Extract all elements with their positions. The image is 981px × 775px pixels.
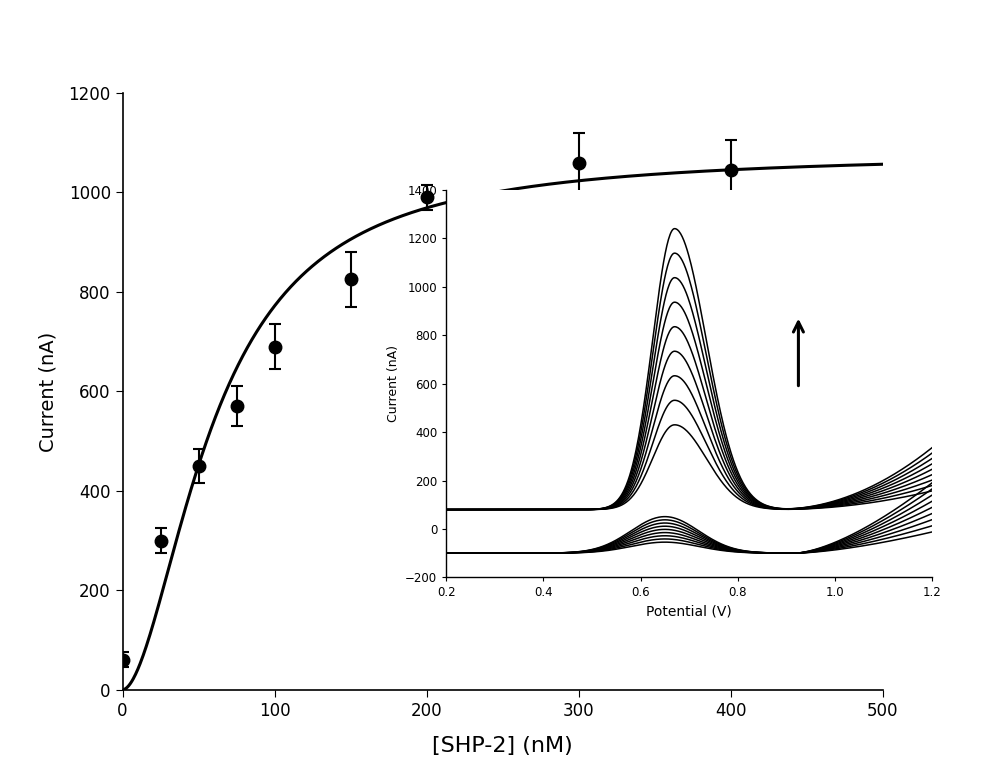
X-axis label: [SHP-2] (nM): [SHP-2] (nM) (433, 736, 573, 756)
X-axis label: Potential (V): Potential (V) (646, 605, 732, 619)
Y-axis label: Current (nA): Current (nA) (387, 345, 399, 422)
Y-axis label: Current (nA): Current (nA) (38, 331, 58, 452)
